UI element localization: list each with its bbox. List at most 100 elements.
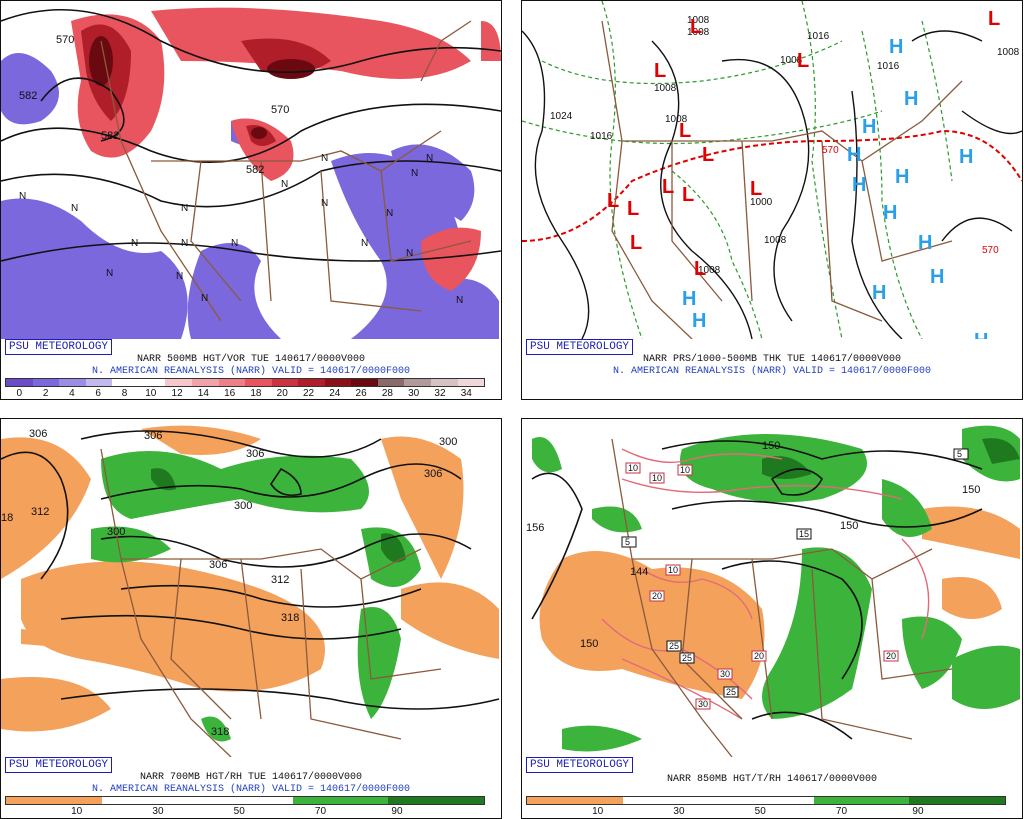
vort-min-mark: N bbox=[231, 238, 238, 249]
temp-label-box: 20 bbox=[883, 650, 899, 662]
vort-min-mark: N bbox=[106, 268, 113, 279]
thickness-label: 570 bbox=[982, 245, 999, 256]
cbar-tick: 12 bbox=[171, 388, 183, 399]
brand-label: PSU METEOROLOGY bbox=[526, 757, 634, 773]
vort-min-mark: N bbox=[201, 293, 208, 304]
caption-line2: N. AMERICAN REANALYSIS (NARR) VALID = 14… bbox=[91, 366, 411, 377]
vort-min-mark: N bbox=[19, 191, 26, 202]
vort-min-mark: N bbox=[321, 153, 328, 164]
high-pressure-marker: H bbox=[959, 146, 973, 168]
cbar-tick: 28 bbox=[381, 388, 393, 399]
height-label: 306 bbox=[29, 428, 47, 440]
vort-min-mark: N bbox=[176, 271, 183, 282]
low-pressure-marker: L bbox=[690, 16, 702, 38]
isobar-label: 1008 bbox=[997, 47, 1020, 58]
rh700-map bbox=[1, 419, 501, 757]
temp-label-box: 10 bbox=[649, 472, 665, 484]
caption-line1: NARR 850MB HGT/T/RH 140617/0000V000 bbox=[666, 774, 878, 785]
contour-label: 582 bbox=[101, 130, 119, 142]
vort-min-mark: N bbox=[181, 238, 188, 249]
cbar-tick: 90 bbox=[391, 806, 403, 817]
vorticity-labels: 570 582 582 570 582 N N N N N N N N N N … bbox=[19, 34, 463, 306]
vort-min-mark: N bbox=[426, 153, 433, 164]
contour-label: 582 bbox=[246, 164, 264, 176]
isobar-label: 1024 bbox=[550, 111, 573, 122]
rh700-panel: 306 306 306 300 18 312 300 306 300 306 3… bbox=[0, 418, 502, 819]
svg-text:10: 10 bbox=[628, 463, 638, 473]
temp-label-box: 5 bbox=[953, 448, 969, 460]
isobar-label: 1016 bbox=[590, 131, 613, 142]
low-pressure-marker: L bbox=[630, 232, 642, 254]
cbar-tick: 30 bbox=[152, 806, 164, 817]
contour-label: 570 bbox=[56, 34, 74, 46]
cbar-tick: 32 bbox=[434, 388, 446, 399]
isobar-label: 1008 bbox=[654, 83, 677, 94]
svg-text:10: 10 bbox=[652, 473, 662, 483]
temp-label-box: 10 bbox=[677, 464, 693, 476]
height-label: 150 bbox=[840, 520, 858, 532]
surface-map bbox=[522, 1, 1022, 339]
vort-min-mark: N bbox=[386, 208, 393, 219]
svg-text:20: 20 bbox=[754, 651, 764, 661]
vort-min-mark: N bbox=[411, 168, 418, 179]
isobar-label: 1016 bbox=[877, 61, 900, 72]
height-label: 318 bbox=[281, 612, 299, 624]
high-pressure-marker: H bbox=[974, 330, 988, 339]
cbar-tick: 10 bbox=[71, 806, 83, 817]
rh700-labels: 306 306 306 300 18 312 300 306 300 306 3… bbox=[1, 428, 457, 738]
contour-label: 582 bbox=[19, 90, 37, 102]
low-pressure-marker: L bbox=[702, 144, 714, 166]
high-pressure-marker: H bbox=[862, 116, 876, 138]
isobar-label: 1000 bbox=[750, 197, 773, 208]
contour-label: 570 bbox=[271, 104, 289, 116]
cbar-tick: 50 bbox=[754, 806, 766, 817]
vorticity-map bbox=[1, 1, 501, 339]
brand-label: PSU METEOROLOGY bbox=[5, 757, 113, 773]
cbar-tick: 14 bbox=[197, 388, 209, 399]
high-pressure-marker: H bbox=[918, 232, 932, 254]
height-label: 300 bbox=[439, 436, 457, 448]
brand-label: PSU METEOROLOGY bbox=[5, 339, 113, 355]
svg-text:5: 5 bbox=[625, 537, 630, 547]
svg-text:5: 5 bbox=[957, 449, 962, 459]
temp-label-box: 20 bbox=[649, 590, 665, 602]
isobar-label: 1016 bbox=[807, 31, 830, 42]
height-label: 156 bbox=[526, 522, 544, 534]
cbar-tick: 10 bbox=[592, 806, 604, 817]
svg-text:25: 25 bbox=[726, 687, 736, 697]
cbar-tick: 22 bbox=[302, 388, 315, 399]
low-pressure-marker: L bbox=[750, 178, 762, 200]
height-label: 150 bbox=[580, 638, 598, 650]
low-pressure-marker: L bbox=[694, 258, 706, 280]
cbar-tick: 0 bbox=[16, 388, 23, 399]
vort-min-mark: N bbox=[71, 203, 78, 214]
cbar-tick: 50 bbox=[233, 806, 245, 817]
cbar-tick: 70 bbox=[314, 806, 327, 817]
height-label: 144 bbox=[630, 566, 648, 578]
rh700-colorbar bbox=[5, 796, 485, 805]
caption-line1: NARR 700MB HGT/RH TUE 140617/0000V000 bbox=[139, 772, 363, 783]
temp-label-box: 30 bbox=[717, 668, 733, 680]
svg-text:30: 30 bbox=[720, 669, 730, 679]
isobar-label: 1008 bbox=[665, 114, 688, 125]
svg-text:10: 10 bbox=[668, 565, 678, 575]
high-pressure-marker: H bbox=[847, 144, 861, 166]
surface-labels: 1008 1008 1016 1016 1008 1008 1024 1016 … bbox=[550, 8, 1020, 339]
low-pressure-marker: L bbox=[682, 184, 694, 206]
cbar-tick: 90 bbox=[912, 806, 924, 817]
height-label: 318 bbox=[211, 726, 229, 738]
isobar-label: 1008 bbox=[687, 15, 710, 26]
svg-text:30: 30 bbox=[698, 699, 708, 709]
low-pressure-marker: L bbox=[607, 190, 619, 212]
vorticity-colorbar bbox=[5, 378, 485, 387]
isobar-label: 1008 bbox=[780, 55, 803, 66]
low-pressure-marker: L bbox=[988, 8, 1000, 30]
low-pressure-marker: L bbox=[797, 50, 809, 72]
svg-text:25: 25 bbox=[669, 641, 679, 651]
temp-label-box: 25 bbox=[666, 640, 682, 652]
cbar-tick: 26 bbox=[355, 388, 367, 399]
temp-label-box: 30 bbox=[695, 698, 711, 710]
temp-label-box: 25 bbox=[679, 652, 695, 664]
cbar-tick: 2 bbox=[42, 388, 49, 399]
temp-label-box: 20 bbox=[751, 650, 767, 662]
